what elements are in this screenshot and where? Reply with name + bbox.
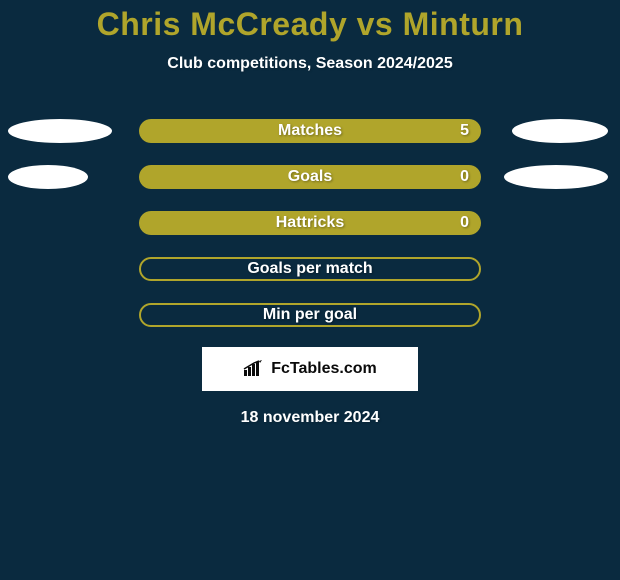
- brand-text: FcTables.com: [271, 360, 377, 378]
- stat-row: Goals 0: [0, 165, 620, 189]
- left-ellipse: [8, 119, 112, 143]
- brand-inner: FcTables.com: [243, 360, 377, 378]
- page-subtitle: Club competitions, Season 2024/2025: [167, 55, 452, 73]
- stat-value: 5: [460, 122, 469, 140]
- stat-label: Hattricks: [276, 214, 344, 232]
- right-ellipse: [512, 119, 608, 143]
- stat-bar: Min per goal: [139, 303, 481, 327]
- stat-value: 0: [460, 214, 469, 232]
- stat-row: Hattricks 0: [0, 211, 620, 235]
- left-ellipse: [8, 165, 88, 189]
- bar-chart-icon: [243, 360, 265, 378]
- date-line: 18 november 2024: [241, 409, 380, 427]
- stat-row: Goals per match: [0, 257, 620, 281]
- stat-bar: Matches 5: [139, 119, 481, 143]
- stat-label: Min per goal: [263, 306, 357, 324]
- page-title: Chris McCready vs Minturn: [97, 6, 524, 43]
- brand-box: FcTables.com: [202, 347, 418, 391]
- stat-label: Goals: [288, 168, 332, 186]
- comparison-card: Chris McCready vs Minturn Club competiti…: [0, 0, 620, 580]
- stat-bar: Hattricks 0: [139, 211, 481, 235]
- stat-value: 0: [460, 168, 469, 186]
- stat-label: Goals per match: [247, 260, 372, 278]
- stat-row: Matches 5: [0, 119, 620, 143]
- stat-bar: Goals per match: [139, 257, 481, 281]
- stat-bar: Goals 0: [139, 165, 481, 189]
- right-ellipse: [504, 165, 608, 189]
- stat-label: Matches: [278, 122, 342, 140]
- stat-row: Min per goal: [0, 303, 620, 327]
- stat-rows: Matches 5 Goals 0 Hattricks 0 Goals per match M…: [0, 119, 620, 327]
